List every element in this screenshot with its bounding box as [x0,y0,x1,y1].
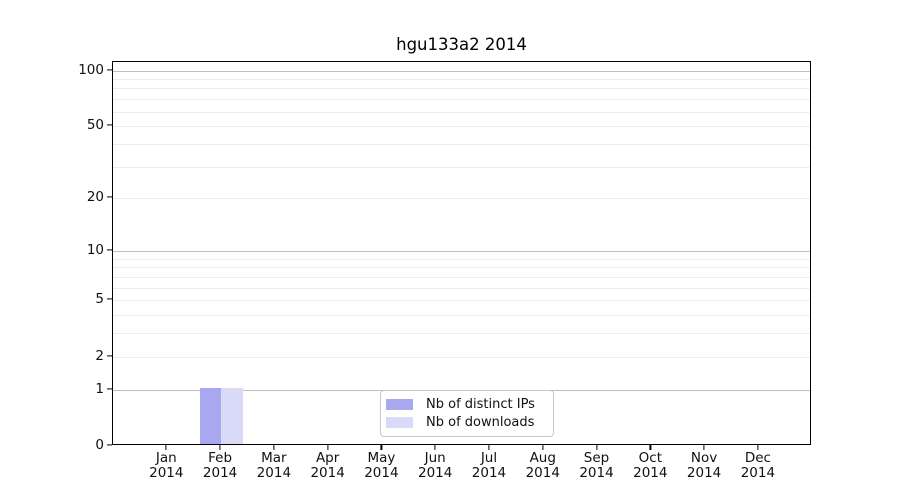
x-axis-tick-oct [649,445,651,450]
x-tick-month: Nov [690,450,718,466]
y-axis-tick-label-20: 20 [86,189,104,206]
legend-label-distinct-ips: Nb of distinct IPs [426,397,535,412]
x-tick-month: Dec [744,450,771,466]
x-axis-tick-label-feb: Feb 2014 [190,451,250,481]
y-axis-tick-0 [107,444,112,446]
x-axis-tick-label-aug: Aug 2014 [513,451,573,481]
x-axis-tick-jun [434,445,436,450]
x-axis-tick-label-oct: Oct 2014 [620,451,680,481]
gridline-minor-y80 [113,88,810,90]
x-tick-year: 2014 [740,465,776,481]
y-axis-tick-label-50: 50 [86,117,104,134]
x-tick-year: 2014 [525,465,560,481]
x-axis-tick-nov [703,445,705,450]
y-axis-tick-label-10: 10 [86,241,104,258]
x-axis-tick-label-dec: Dec 2014 [728,451,788,481]
gridline-minor-y9 [113,258,810,260]
x-axis-tick-jan [165,445,167,450]
x-axis-tick-label-mar: Mar 2014 [244,451,304,481]
x-axis-tick-apr [327,445,329,450]
x-tick-year: 2014 [579,465,614,481]
x-axis-tick-label-apr: Apr 2014 [298,451,358,481]
y-axis-tick-50 [107,124,112,126]
x-tick-month: Jun [424,450,446,466]
y-axis-tick-5 [107,298,112,300]
x-tick-month: Jan [155,450,177,466]
x-tick-month: Apr [315,450,340,466]
legend-label-downloads: Nb of downloads [426,415,535,430]
y-axis-tick-label-100: 100 [78,61,104,78]
y-axis-tick-100 [107,68,112,71]
x-tick-year: 2014 [149,465,184,481]
x-axis-tick-label-nov: Nov 2014 [674,451,734,481]
y-axis-tick-10 [107,249,112,251]
x-tick-year: 2014 [686,465,722,481]
x-axis-tick-dec [757,445,759,450]
gridline-major-y10 [113,250,810,252]
x-tick-month: Sep [583,450,610,466]
legend-item-distinct-ips: Nb of distinct IPs [386,397,547,412]
legend-item-downloads: Nb of downloads [386,415,547,430]
y-axis-tick-1 [107,388,112,390]
gridline-minor-y90 [113,78,810,80]
gridline-minor-y50 [113,126,810,128]
bar-distinct-ips-feb [199,387,222,444]
x-axis-tick-jul [488,445,490,450]
x-tick-year: 2014 [202,465,238,481]
gridline-minor-y5 [113,300,810,302]
x-axis-tick-aug [542,445,544,450]
gridline-minor-y40 [113,143,810,145]
x-tick-month: May [367,450,396,466]
legend: Nb of distinct IPs Nb of downloads [380,390,554,437]
y-axis-tick-label-1: 1 [95,380,104,397]
chart-title: hgu133a2 2014 [396,35,527,54]
y-axis-tick-label-0: 0 [95,437,104,453]
gridline-minor-y70 [113,99,810,101]
gridline-minor-y3 [113,333,810,335]
gridline-minor-y8 [113,267,810,269]
y-axis-tick-label-2: 2 [95,347,104,364]
x-tick-month: Oct [638,450,662,466]
x-axis-tick-may [380,445,382,450]
x-tick-year: 2014 [310,465,345,481]
x-tick-year: 2014 [418,465,453,481]
x-tick-year: 2014 [364,465,399,481]
gridline-minor-y6 [113,287,810,289]
plot-area [112,61,811,445]
x-tick-month: Jul [480,450,498,466]
x-tick-year: 2014 [471,465,507,481]
x-tick-month: Aug [529,450,556,466]
x-tick-month: Mar [261,450,287,466]
y-axis-tick-label-5: 5 [95,291,104,308]
y-axis-tick-20 [107,196,112,198]
gridline-minor-y2 [113,356,810,358]
x-axis-tick-label-jul: Jul 2014 [459,451,519,481]
gridline-major-y100 [113,70,810,72]
x-tick-month: Feb [208,450,233,466]
x-tick-year: 2014 [633,465,668,481]
x-axis-tick-mar [273,445,275,450]
x-axis-tick-feb [219,445,221,450]
x-axis-tick-label-sep: Sep 2014 [567,451,627,481]
gridline-minor-y4 [113,315,810,317]
gridline-minor-y60 [113,111,810,113]
bar-downloads-feb [221,387,243,444]
legend-swatch-distinct-ips [386,399,413,410]
gridline-minor-y20 [113,198,810,200]
x-axis-tick-label-jan: Jan 2014 [136,451,196,481]
x-axis-tick-sep [595,445,598,450]
x-axis-tick-label-may: May 2014 [351,451,411,481]
gridline-minor-y30 [113,166,810,168]
y-axis-tick-2 [107,355,112,357]
x-axis-tick-label-jun: Jun 2014 [405,451,465,481]
legend-swatch-downloads [386,417,413,428]
x-tick-year: 2014 [256,465,292,481]
gridline-minor-y7 [113,276,810,278]
